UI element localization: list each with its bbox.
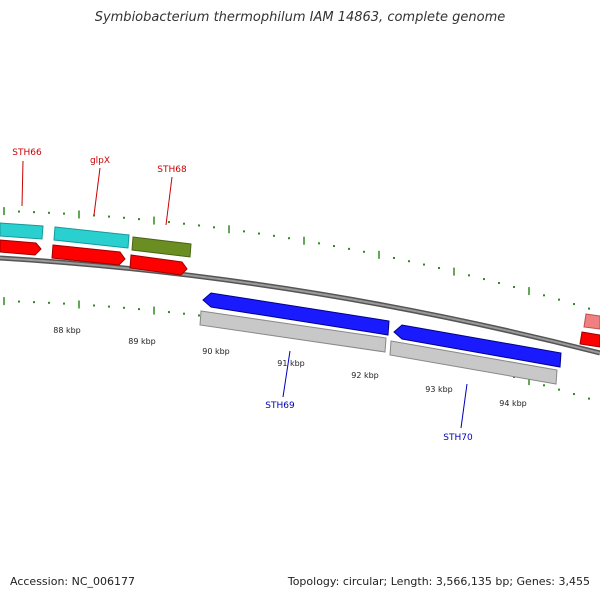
cds-feature-right-edge [583, 313, 600, 330]
label-line-sth69 [282, 350, 291, 398]
genome-title: Symbiobacterium thermophilum IAM 14863, … [94, 10, 506, 25]
gene-label-glpx: glpX [90, 156, 110, 166]
cds-feature-glpx [53, 226, 130, 249]
scale-label-88: 88 kbp [53, 326, 81, 335]
label-line-sth68 [165, 176, 173, 226]
scale-label-89: 89 kbp [128, 337, 156, 346]
gene-label-sth66: STH66 [12, 148, 42, 158]
label-line-sth70 [460, 383, 468, 429]
label-line-sth66 [21, 160, 24, 207]
scale-label-91: 91 kbp [277, 359, 305, 368]
gene-label-sth68: STH68 [157, 165, 187, 175]
gene-label-sth70: STH70 [443, 433, 473, 443]
gene-feature-sth66 [0, 239, 42, 256]
cds-feature-sth66 [0, 222, 44, 240]
cds-feature-sth70 [393, 324, 562, 368]
scale-label-92: 92 kbp [351, 371, 379, 380]
scale-label-93: 93 kbp [425, 385, 453, 394]
cds-feature-sth69 [202, 292, 390, 336]
gene-label-sth69: STH69 [265, 401, 295, 411]
scale-label-94: 94 kbp [499, 399, 527, 408]
gene-feature-sth68 [129, 254, 188, 276]
cds-feature-sth68 [131, 236, 192, 258]
outer-tick-ring [3, 207, 590, 310]
gene-feature-sth70 [389, 340, 558, 385]
scale-label-90: 90 kbp [202, 347, 230, 356]
accession-label: Accession: NC_006177 [10, 575, 136, 588]
label-line-glpx [93, 167, 101, 216]
gene-feature-glpx [51, 244, 126, 266]
topology-summary: Topology: circular; Length: 3,566,135 bp… [287, 575, 590, 588]
gene-feature-right-edge [579, 331, 600, 348]
gene-feature-sth69 [199, 310, 387, 353]
